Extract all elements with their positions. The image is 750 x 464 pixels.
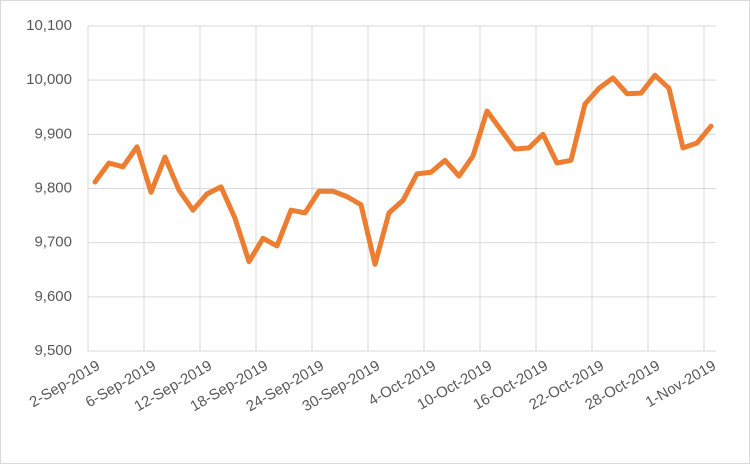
y-tick-label: 10,100 [26, 17, 72, 34]
y-tick-label: 9,700 [34, 234, 72, 251]
y-tick-label: 10,000 [26, 71, 72, 88]
y-tick-label: 9,800 [34, 179, 72, 196]
y-tick-label: 9,500 [34, 342, 72, 359]
y-tick-label: 9,900 [34, 125, 72, 142]
data-line [92, 72, 714, 267]
y-tick-label: 9,600 [34, 288, 72, 305]
